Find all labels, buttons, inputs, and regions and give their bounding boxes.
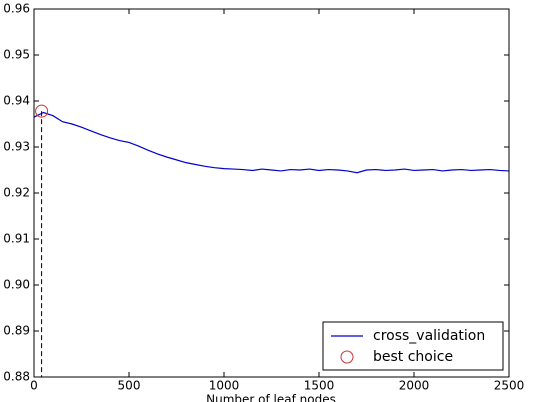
x-tick-label: 0 (30, 379, 38, 393)
y-tick-label: 0.88 (3, 370, 30, 384)
x-tick-label: 2000 (399, 379, 430, 393)
legend-label: best choice (373, 349, 453, 365)
y-tick-label: 0.96 (3, 2, 30, 16)
y-tick-label: 0.92 (3, 186, 30, 200)
x-axis-label: Number of leaf nodes (206, 393, 336, 402)
plot-frame (33, 8, 510, 378)
y-tick-label: 0.90 (3, 278, 30, 292)
x-tick-label: 500 (118, 379, 141, 393)
y-tick-label: 0.93 (3, 140, 30, 154)
x-tick-label: 1500 (304, 379, 335, 393)
y-tick-label: 0.95 (3, 48, 30, 62)
cv-line (33, 111, 510, 174)
y-tick-label: 0.89 (3, 324, 30, 338)
legend-marker (340, 350, 354, 364)
legend-box (322, 321, 504, 371)
x-tick-label: 1000 (209, 379, 240, 393)
y-tick-label: 0.94 (3, 94, 30, 108)
best-choice-marker (35, 104, 49, 118)
legend-label: cross_validation (373, 328, 485, 344)
y-tick-label: 0.91 (3, 232, 30, 246)
x-tick-label: 2500 (494, 379, 525, 393)
